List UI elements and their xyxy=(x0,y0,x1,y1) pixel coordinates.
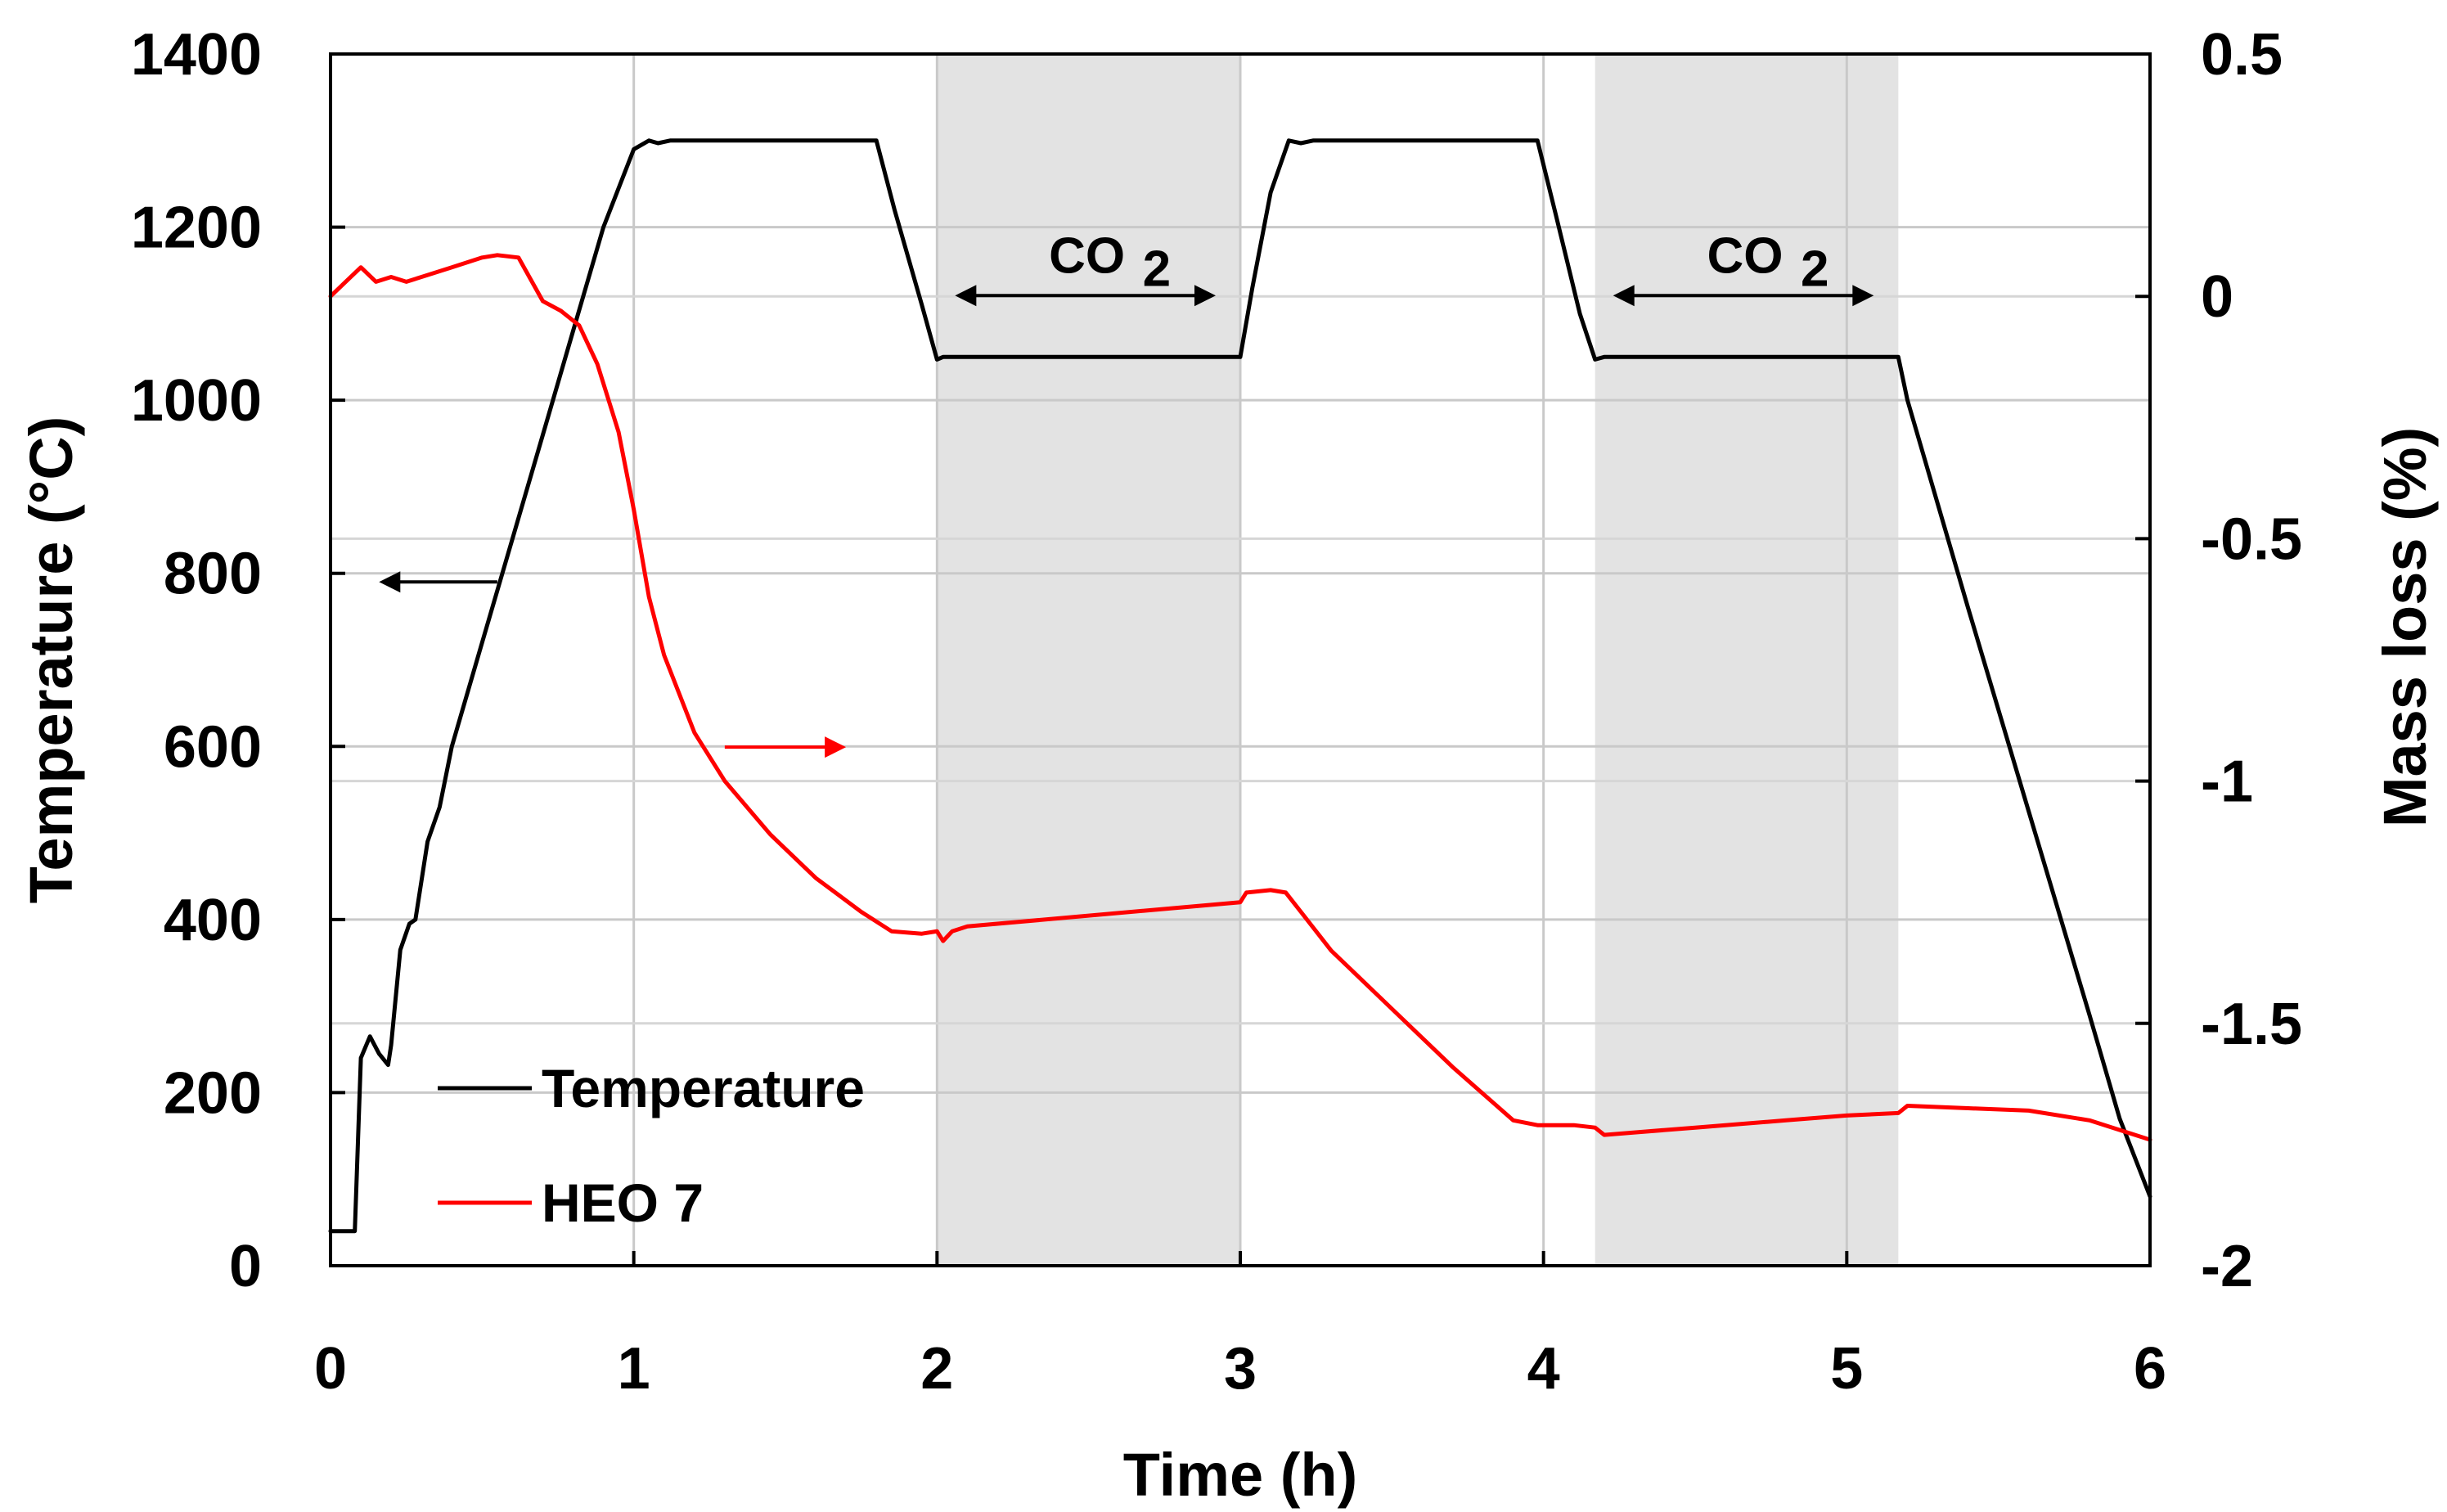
x-tick-label: 0 xyxy=(314,1336,347,1402)
y2-axis-title: Mass loss (%) xyxy=(2371,427,2439,827)
y2-tick-label: -2 xyxy=(2201,1234,2253,1299)
x-tick-label: 2 xyxy=(920,1336,953,1402)
y2-tick-label: 0 xyxy=(2201,264,2233,330)
y-tick-label: 1000 xyxy=(131,368,262,434)
legend-label-heo7: HEO 7 xyxy=(542,1172,704,1233)
x-tick-label: 1 xyxy=(618,1336,650,1402)
y-tick-label: 1200 xyxy=(131,196,262,261)
y-tick-label: 600 xyxy=(164,714,262,780)
legend-label-temperature: Temperature xyxy=(542,1058,865,1118)
series-line-heo-7 xyxy=(328,253,2152,1142)
x-tick-label: 6 xyxy=(2134,1336,2166,1402)
y-tick-label: 1400 xyxy=(131,22,262,88)
co2-arrowhead-right xyxy=(1852,285,1874,307)
axis-pointer-arrowhead-right xyxy=(825,736,847,758)
x-tick-label: 4 xyxy=(1527,1336,1560,1402)
y-tick-label: 200 xyxy=(164,1060,262,1126)
y-axis-title: Temperature (°C) xyxy=(17,416,85,904)
tick-labels: 0 1 2 3 4 5 6 0 200 400 600 800 1000 1200 1400 -2 -1.5 -1… xyxy=(131,22,2302,1402)
y2-tick-label: 0.5 xyxy=(2201,22,2283,88)
grid-lines xyxy=(331,54,2150,1266)
annotations: CO 2 CO 2 xyxy=(379,227,1874,758)
co2-arrowhead-right xyxy=(1194,285,1216,307)
axis-ticks xyxy=(329,52,2152,1267)
y-tick-label: 0 xyxy=(229,1234,262,1299)
co2-subscript-1: 2 xyxy=(1143,241,1171,297)
co2-region-1 xyxy=(937,54,1240,1266)
x-axis-title: Time (h) xyxy=(1123,1441,1357,1509)
y2-tick-label: -0.5 xyxy=(2201,506,2302,572)
legend: Temperature HEO 7 xyxy=(438,1058,865,1233)
x-tick-label: 5 xyxy=(1830,1336,1863,1402)
co2-subscript-2: 2 xyxy=(1801,241,1829,297)
y-tick-label: 800 xyxy=(164,542,262,607)
co2-label-1: CO xyxy=(1049,227,1125,284)
series-lines xyxy=(328,138,2152,1234)
axis-pointer-arrowhead-left xyxy=(379,571,401,593)
y2-tick-label: -1.5 xyxy=(2201,992,2302,1057)
co2-arrowhead-left xyxy=(955,285,977,307)
x-tick-label: 3 xyxy=(1224,1336,1257,1402)
y2-tick-label: -1 xyxy=(2201,749,2253,815)
series-line-temperature xyxy=(328,138,2152,1234)
y-tick-label: 400 xyxy=(164,888,262,953)
co2-label-2: CO xyxy=(1707,227,1784,284)
co2-arrowhead-left xyxy=(1613,285,1635,307)
